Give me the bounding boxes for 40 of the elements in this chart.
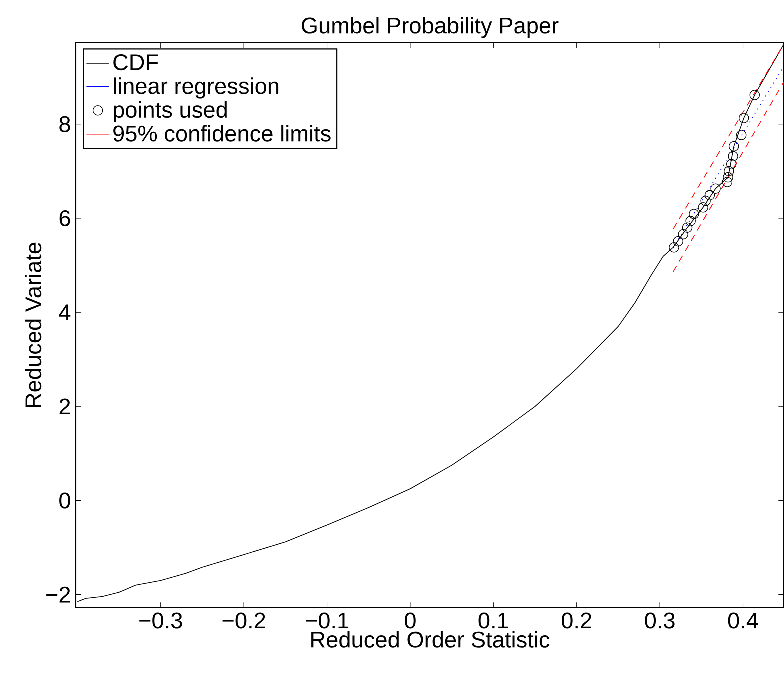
point bbox=[728, 151, 738, 162]
x-tick-label: 0.1 bbox=[478, 612, 508, 629]
y-tick-label: −2 bbox=[46, 586, 70, 603]
point bbox=[669, 242, 680, 253]
x-tick-label: 0.2 bbox=[562, 612, 592, 629]
point bbox=[723, 172, 734, 183]
x-tick-label: 0 bbox=[405, 612, 416, 629]
y-axis-title: Reduced Variate bbox=[24, 242, 42, 408]
point bbox=[698, 202, 708, 213]
x-tick-label: −0.2 bbox=[222, 612, 266, 629]
y-tick-label: 6 bbox=[60, 210, 70, 227]
point bbox=[673, 236, 684, 247]
point bbox=[704, 190, 716, 201]
y-tick-label: 0 bbox=[60, 492, 70, 509]
legend-label: CDF bbox=[114, 54, 158, 71]
point bbox=[686, 216, 696, 226]
y-tick-label: 8 bbox=[60, 116, 70, 132]
point bbox=[736, 130, 747, 140]
y-tick-label: 4 bbox=[59, 304, 71, 320]
x-tick-label: 0.3 bbox=[645, 612, 675, 629]
point bbox=[724, 166, 734, 177]
point bbox=[710, 184, 721, 194]
point bbox=[682, 222, 693, 234]
point bbox=[678, 229, 688, 240]
point bbox=[750, 90, 760, 100]
point bbox=[738, 113, 750, 124]
x-tick-label: −0.1 bbox=[306, 612, 349, 629]
x-tick-label: −0.3 bbox=[140, 612, 182, 629]
point bbox=[728, 141, 740, 152]
point bbox=[700, 196, 711, 206]
point bbox=[689, 209, 700, 220]
point bbox=[722, 177, 733, 188]
y-tick-label: 2 bbox=[60, 398, 70, 415]
legend-label: linear regression bbox=[114, 78, 279, 99]
legend-label: points used bbox=[114, 101, 227, 123]
legend-label: 95% confidence limits bbox=[114, 125, 331, 142]
x-tick-label: 0.4 bbox=[728, 612, 758, 629]
x-axis-title: Reduced Order Statistic bbox=[312, 631, 550, 648]
point bbox=[726, 159, 737, 170]
chart-title: Gumbel Probability Paper bbox=[302, 17, 559, 38]
